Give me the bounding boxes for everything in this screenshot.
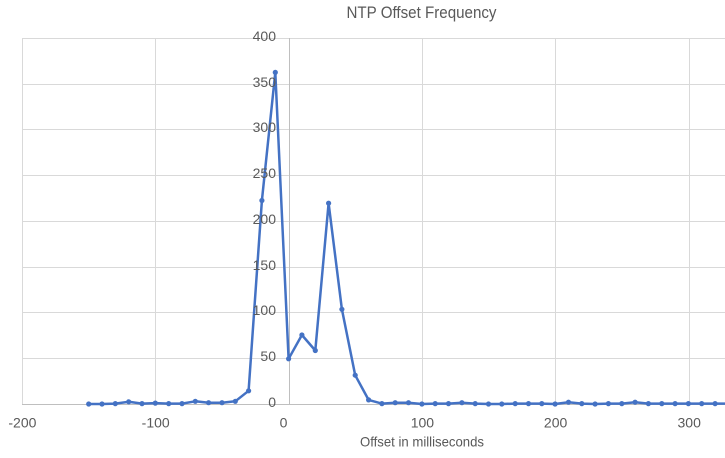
svg-text:-200: -200 xyxy=(8,414,36,430)
svg-text:Offset in milliseconds: Offset in milliseconds xyxy=(360,434,484,450)
svg-text:0: 0 xyxy=(268,394,276,410)
svg-text:400: 400 xyxy=(253,28,277,44)
svg-text:200: 200 xyxy=(253,211,277,227)
svg-text:NTP Offset Frequency: NTP Offset Frequency xyxy=(347,4,498,22)
svg-text:50: 50 xyxy=(260,348,276,364)
svg-text:300: 300 xyxy=(253,119,277,135)
svg-text:100: 100 xyxy=(411,414,435,430)
svg-text:250: 250 xyxy=(253,165,277,181)
svg-text:200: 200 xyxy=(544,414,568,430)
svg-text:100: 100 xyxy=(253,302,277,318)
svg-text:300: 300 xyxy=(678,414,702,430)
svg-text:150: 150 xyxy=(253,257,277,273)
svg-text:-100: -100 xyxy=(142,414,170,430)
svg-text:350: 350 xyxy=(253,74,277,90)
svg-text:0: 0 xyxy=(280,414,288,430)
